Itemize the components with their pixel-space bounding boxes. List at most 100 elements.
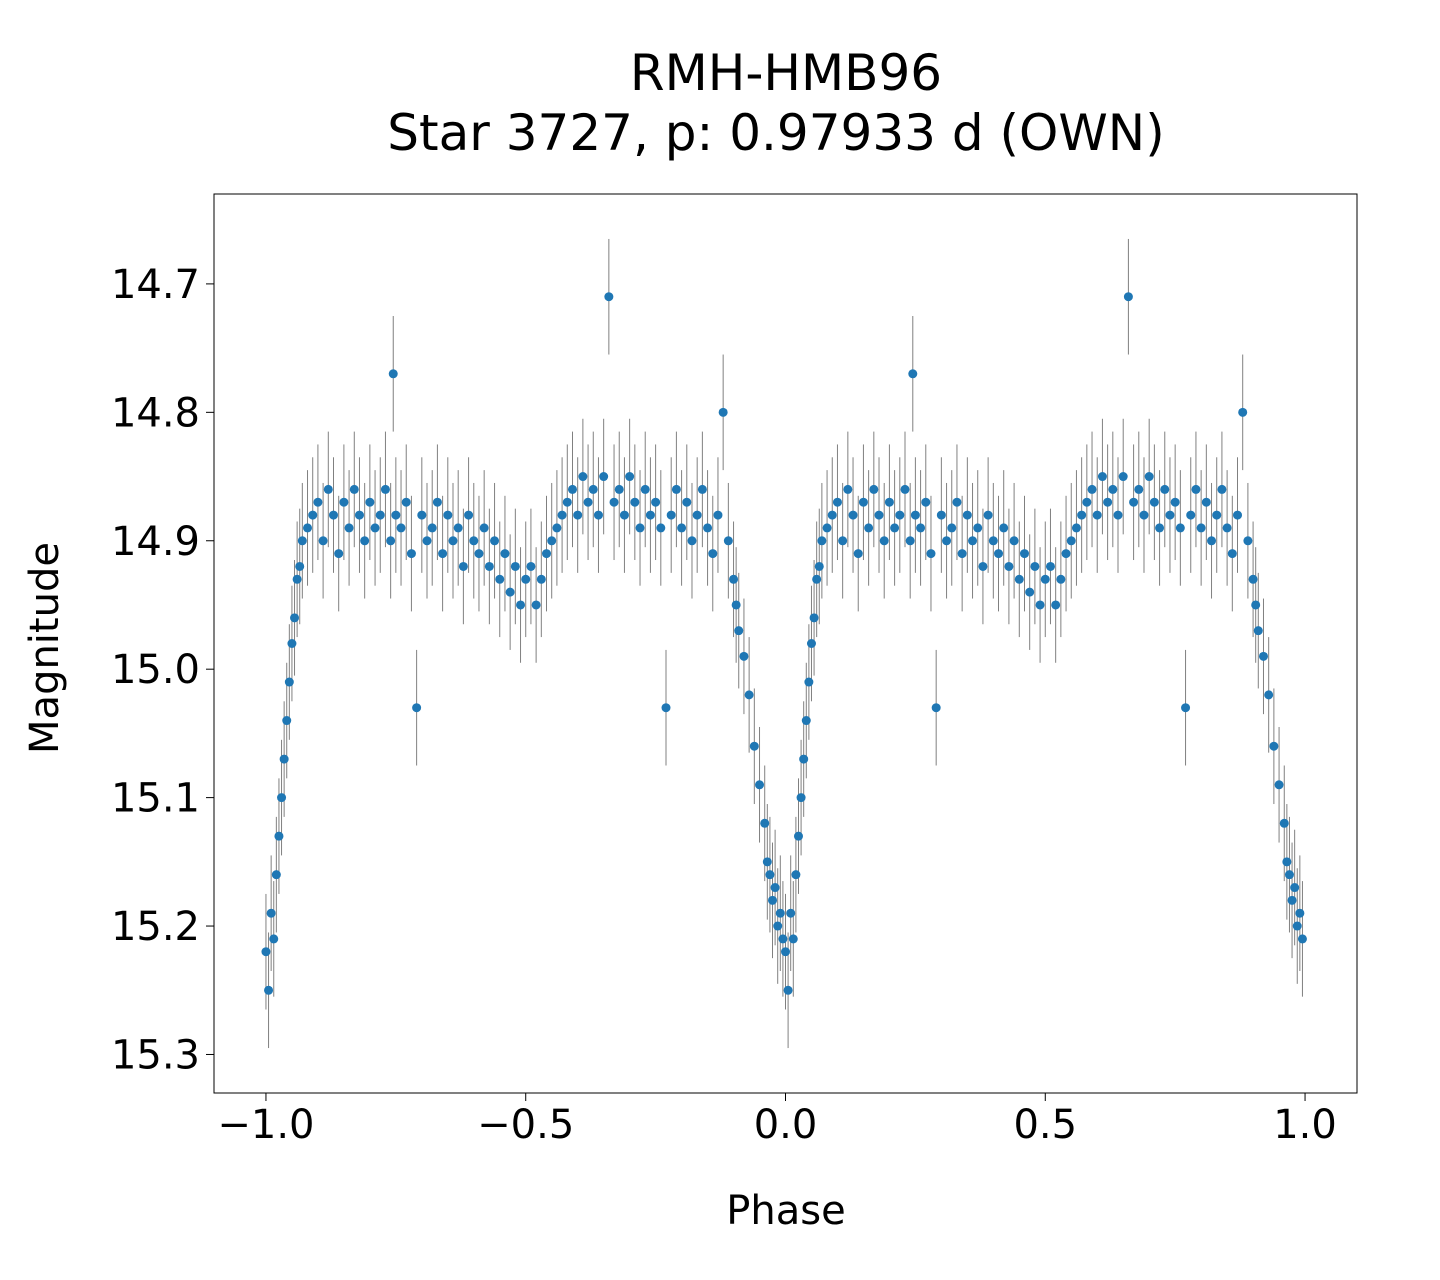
data-point [999, 523, 1009, 533]
data-point [1030, 561, 1040, 571]
data-point [890, 523, 900, 533]
plot-points [261, 238, 1307, 1049]
data-point [386, 536, 396, 546]
data-point [1040, 574, 1050, 584]
data-point [349, 484, 359, 494]
data-point [1233, 510, 1243, 520]
data-point [1134, 484, 1144, 494]
data-point [905, 536, 915, 546]
data-point [531, 600, 541, 610]
data-point [900, 484, 910, 494]
data-point [734, 626, 744, 636]
data-point [277, 793, 287, 803]
data-point [323, 484, 333, 494]
data-point [380, 484, 390, 494]
data-point [799, 754, 809, 764]
data-point [666, 510, 676, 520]
data-point [261, 947, 271, 957]
data-point [645, 510, 655, 520]
data-point [1149, 497, 1159, 507]
data-point [266, 908, 276, 918]
data-point [957, 549, 967, 559]
data-point [1258, 651, 1268, 661]
data-point [1139, 510, 1149, 520]
data-point [801, 716, 811, 726]
data-point [814, 561, 824, 571]
data-point [1077, 510, 1087, 520]
data-point [1186, 510, 1196, 520]
x-tick-label: −0.5 [477, 1102, 574, 1148]
data-point [1279, 818, 1289, 828]
data-point [269, 934, 279, 944]
data-point [479, 523, 489, 533]
data-point [417, 510, 427, 520]
data-point [375, 510, 385, 520]
data-point [926, 549, 936, 559]
data-point [588, 484, 598, 494]
data-point [1175, 523, 1185, 533]
data-point [1019, 549, 1029, 559]
data-point [625, 472, 635, 482]
data-point [562, 497, 572, 507]
data-point [978, 561, 988, 571]
data-point [708, 549, 718, 559]
data-point [1071, 523, 1081, 533]
data-point [793, 831, 803, 841]
data-point [370, 523, 380, 533]
data-point [583, 497, 593, 507]
data-point [1295, 908, 1305, 918]
data-point [843, 484, 853, 494]
data-point [495, 574, 505, 584]
y-axis-label: Magnitude [22, 542, 68, 754]
data-point [287, 639, 297, 648]
data-point [609, 497, 619, 507]
chart-title-line-2: Star 3727, p: 0.97933 d (OWN) [387, 104, 1164, 162]
data-point [788, 934, 798, 944]
data-point [783, 985, 793, 995]
data-point [1297, 934, 1307, 944]
data-point [671, 484, 681, 494]
data-point [552, 523, 562, 533]
y-tick-label: 14.8 [111, 390, 200, 436]
data-point [1087, 484, 1097, 494]
data-point [869, 484, 879, 494]
data-point [1207, 536, 1217, 546]
data-point [1082, 497, 1092, 507]
data-point [682, 497, 692, 507]
data-point [1222, 523, 1232, 533]
data-point [973, 523, 983, 533]
data-point [1227, 549, 1237, 559]
data-point [775, 908, 785, 918]
data-point [1165, 510, 1175, 520]
data-point [1217, 484, 1227, 494]
data-point [1129, 497, 1139, 507]
data-point [864, 523, 874, 533]
data-point [760, 818, 770, 828]
data-point [1251, 600, 1261, 610]
data-point [1144, 472, 1154, 482]
data-point [768, 895, 778, 905]
data-point [422, 536, 432, 546]
x-axis-label: Phase [726, 1188, 845, 1234]
data-point [365, 497, 375, 507]
y-tick-label: 15.2 [111, 904, 200, 950]
data-point [804, 677, 814, 687]
data-point [692, 510, 702, 520]
data-point [677, 523, 687, 533]
data-point [1253, 626, 1263, 636]
data-point [947, 523, 957, 533]
data-point [1103, 497, 1113, 507]
data-point [401, 497, 411, 507]
data-point [290, 613, 300, 623]
data-point [354, 510, 364, 520]
data-point [427, 523, 437, 533]
data-point [313, 497, 323, 507]
data-point [1243, 536, 1253, 546]
data-point [781, 947, 790, 957]
data-point [994, 549, 1004, 559]
x-tick-label: 0.0 [754, 1102, 818, 1148]
data-point [339, 497, 349, 507]
data-point [858, 497, 868, 507]
data-point [723, 536, 733, 546]
data-point [344, 523, 354, 533]
